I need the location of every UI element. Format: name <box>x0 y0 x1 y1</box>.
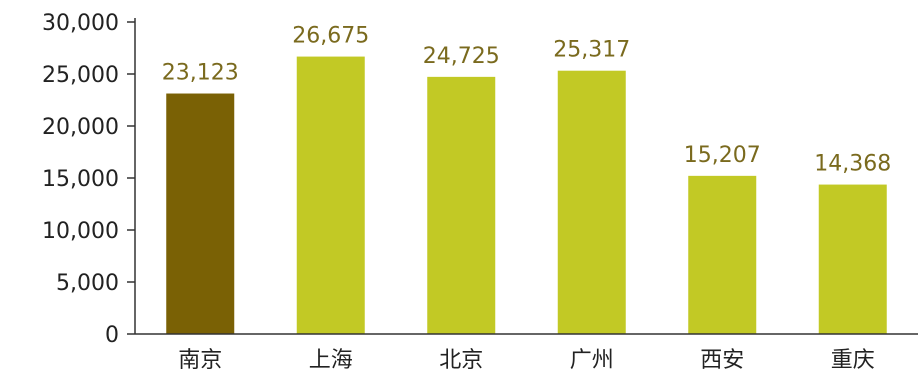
y-tick-label: 20,000 <box>42 115 119 140</box>
x-tick-label: 上海 <box>309 348 353 373</box>
data-label: 24,725 <box>423 44 500 69</box>
x-axis: 南京 上海 北京 广州 西安 重庆 <box>135 333 918 373</box>
y-tick-label: 30,000 <box>42 11 119 36</box>
x-tick-label: 北京 <box>439 348 483 373</box>
x-tick-label: 西安 <box>700 348 744 373</box>
bars <box>166 56 887 335</box>
bar <box>557 70 626 335</box>
data-label: 23,123 <box>162 61 239 86</box>
y-tick-label: 0 <box>105 323 119 348</box>
x-tick-label: 广州 <box>570 348 614 373</box>
data-label: 26,675 <box>292 24 369 49</box>
bar <box>688 175 757 334</box>
data-label: 25,317 <box>553 38 630 63</box>
data-label: 15,207 <box>684 143 761 168</box>
y-tick-label: 5,000 <box>56 271 119 296</box>
y-tick-label: 15,000 <box>42 167 119 192</box>
y-tick-label: 25,000 <box>42 63 119 88</box>
data-label: 14,368 <box>814 152 891 177</box>
y-axis: 0 5,000 10,000 15,000 20,000 25,000 30,000 <box>42 11 136 348</box>
bar <box>427 76 496 335</box>
bar <box>166 93 235 334</box>
bar <box>818 184 887 334</box>
y-tick-label: 10,000 <box>42 219 119 244</box>
data-labels: 23,123 26,675 24,725 25,317 15,207 14,368 <box>162 24 891 177</box>
bar <box>296 56 365 335</box>
x-tick-label: 重庆 <box>831 348 875 373</box>
x-tick-label: 南京 <box>178 348 222 373</box>
